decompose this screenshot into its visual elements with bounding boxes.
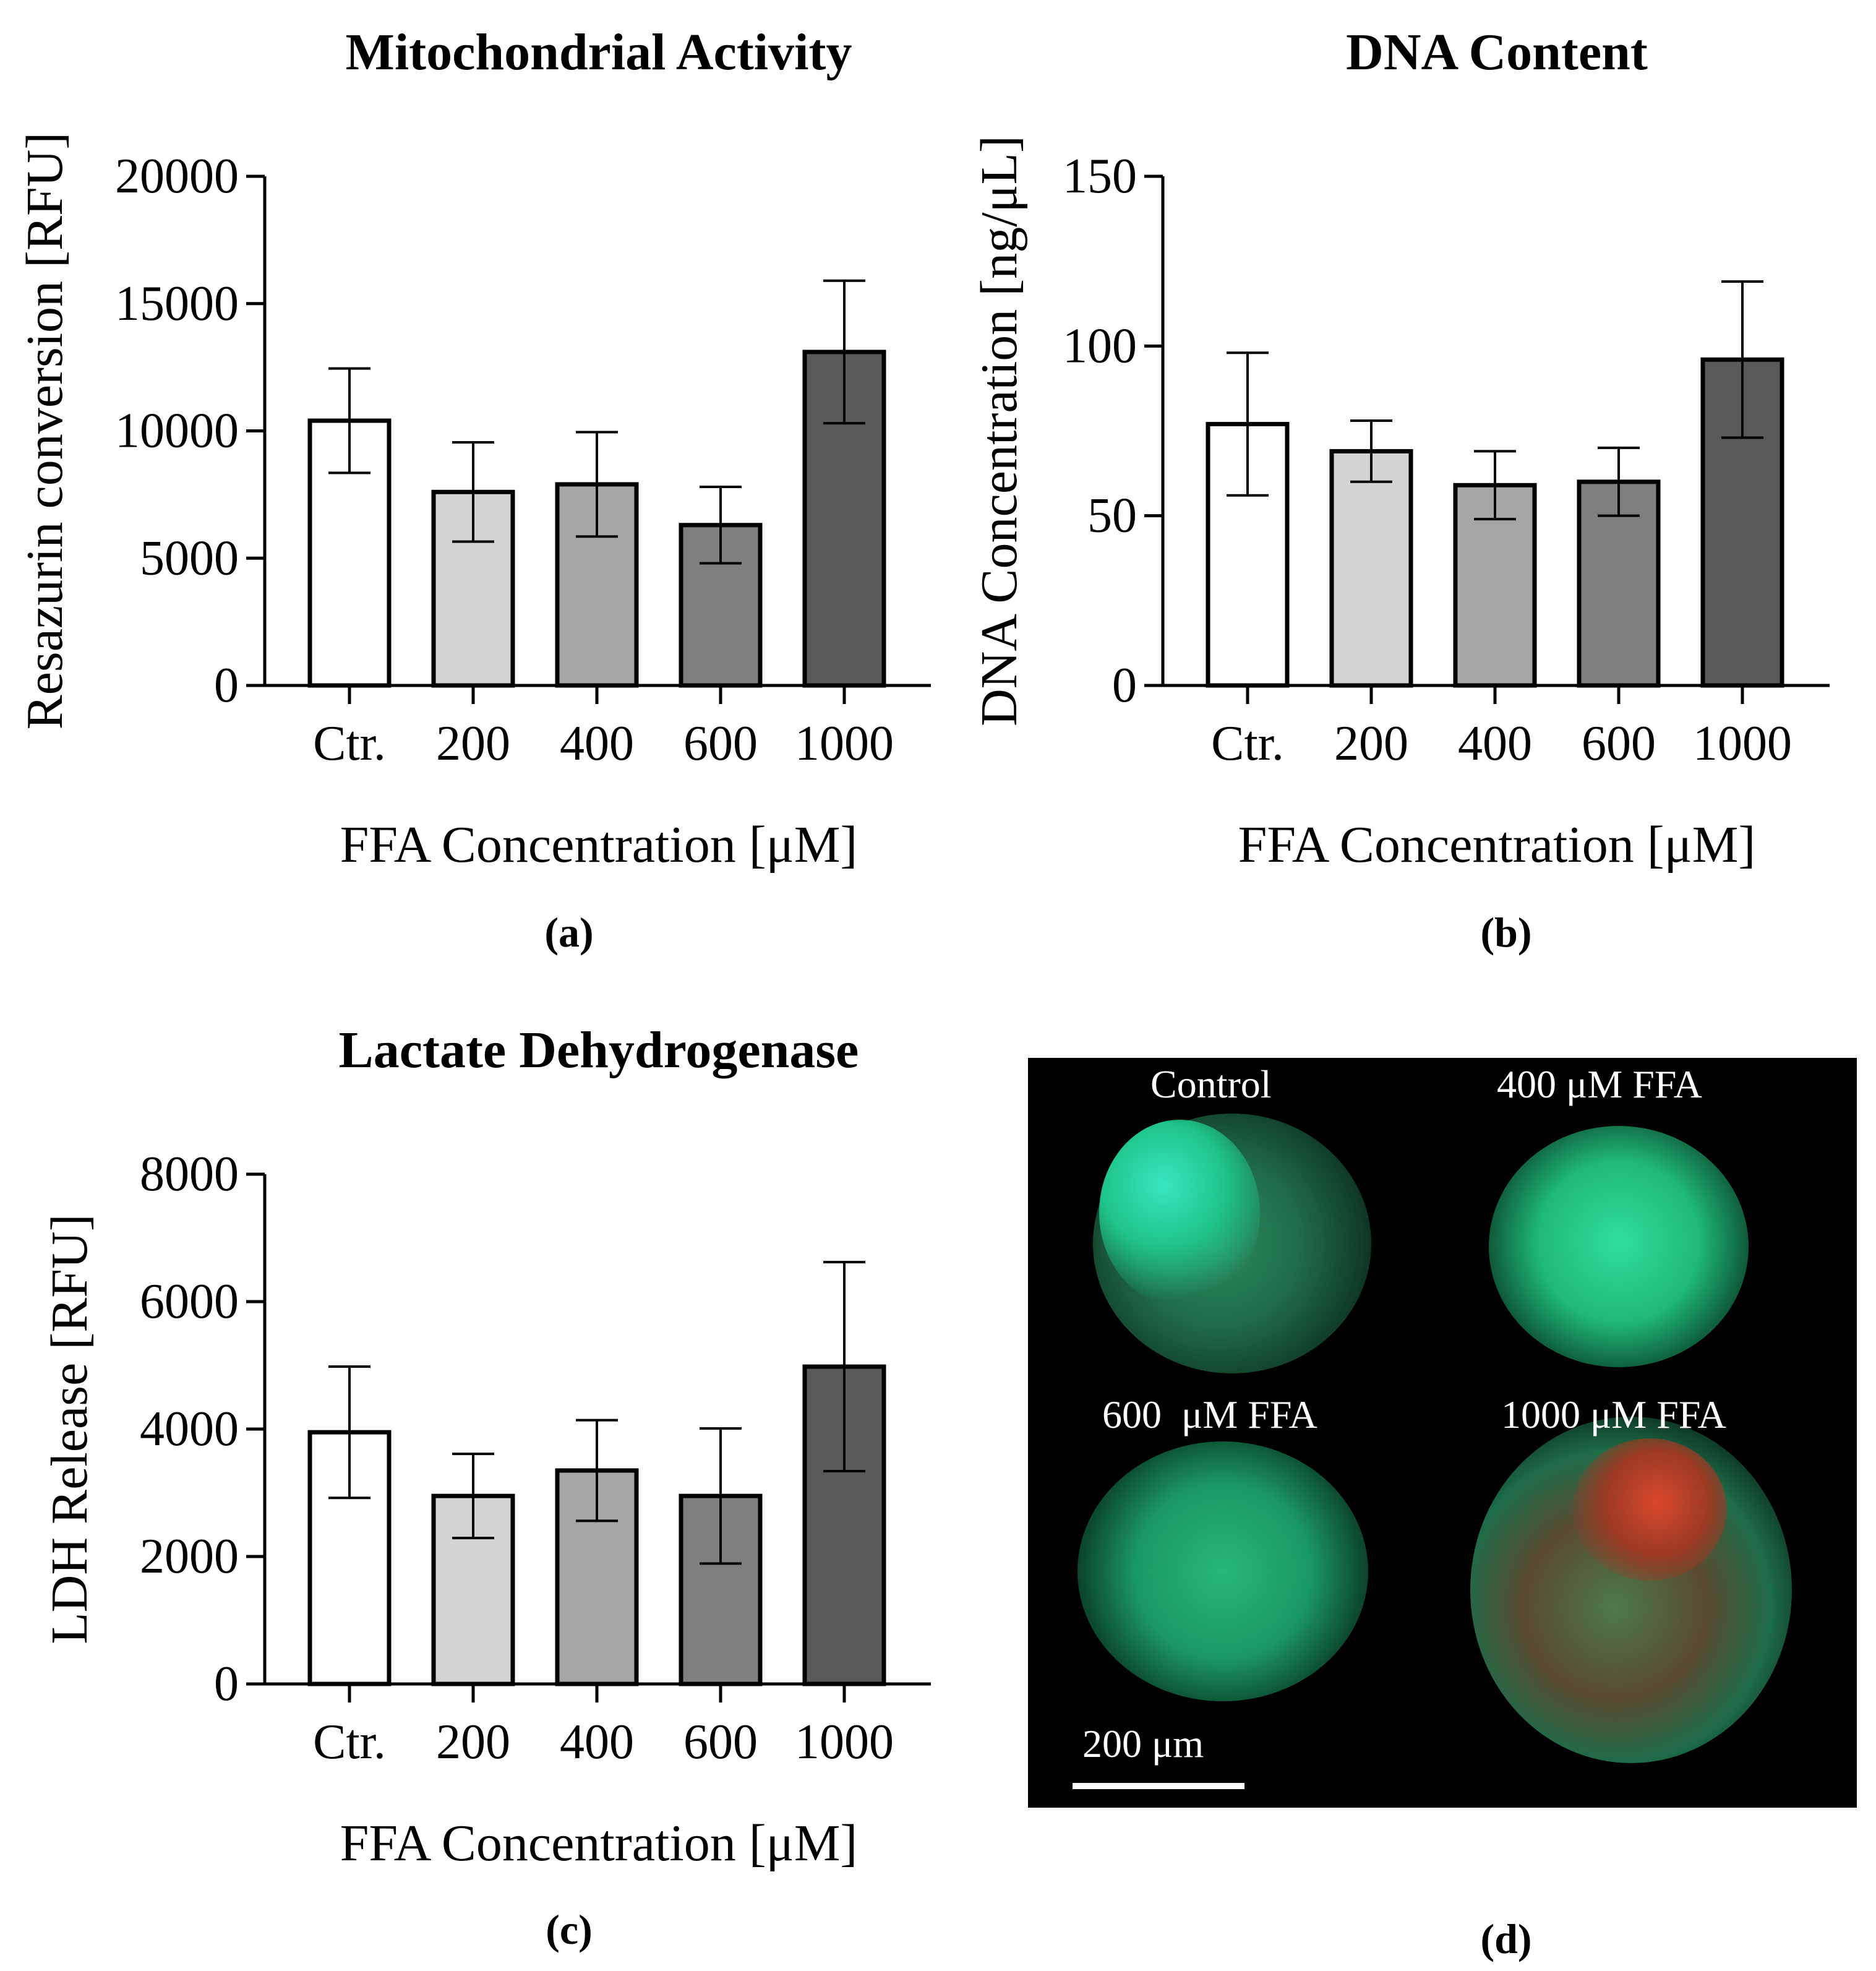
y-tick-label-6000: 6000 bbox=[140, 1274, 239, 1329]
y-axis-label: Resazurin conversion [RFU] bbox=[16, 132, 74, 730]
spheroid-400 bbox=[1489, 1126, 1749, 1367]
chart-title: Mitochondrial Activity bbox=[346, 24, 852, 81]
x-tick-label-Ctr.: Ctr. bbox=[1211, 716, 1284, 771]
y-tick-label-150: 150 bbox=[1063, 149, 1137, 204]
y-axis-label: DNA Concentration [ng/μL] bbox=[970, 135, 1028, 726]
y-axis-label: LDH Release [RFU] bbox=[41, 1214, 98, 1644]
panel-tag-a: (a) bbox=[544, 909, 593, 956]
x-tick-label-200: 200 bbox=[436, 1715, 510, 1769]
scale-bar-label: 200 μm bbox=[1082, 1722, 1204, 1766]
x-tick-label-1000: 1000 bbox=[795, 1715, 894, 1769]
x-tick-label-400: 400 bbox=[560, 1715, 634, 1769]
chart-c: Lactate Dehydrogenase Ctr. 200 400 600 1000 0 2… bbox=[41, 1021, 931, 1953]
label-400-ffa: 400 μM FFA bbox=[1497, 1062, 1702, 1106]
label-control: Control bbox=[1150, 1062, 1272, 1106]
y-tick-label-10000: 10000 bbox=[115, 404, 239, 458]
panel-tag-c: (c) bbox=[546, 1906, 592, 1953]
x-tick-label-Ctr.: Ctr. bbox=[313, 716, 386, 771]
x-tick-label-400: 400 bbox=[1458, 716, 1532, 771]
y-tick-label-8000: 8000 bbox=[140, 1147, 239, 1201]
y-tick-label-0: 0 bbox=[214, 1657, 239, 1711]
bar-200 bbox=[1329, 449, 1413, 688]
x-axis-label: FFA Concentration [μM] bbox=[340, 816, 858, 874]
y-tick-label-0: 0 bbox=[214, 658, 239, 713]
x-axis-label: FFA Concentration [μM] bbox=[340, 1814, 858, 1872]
panel-tag-b: (b) bbox=[1480, 909, 1531, 956]
y-tick-label-100: 100 bbox=[1063, 319, 1137, 373]
y-tick-label-15000: 15000 bbox=[115, 277, 239, 331]
microscopy-panel: Control 400 μM FFA 600 μM FFA 1000 μM FF… bbox=[1028, 1058, 1857, 1808]
x-tick-label-1000: 1000 bbox=[1693, 716, 1792, 771]
x-tick-label-1000: 1000 bbox=[795, 716, 894, 771]
x-tick-label-600: 600 bbox=[1582, 716, 1656, 771]
x-axis-label: FFA Concentration [μM] bbox=[1238, 816, 1756, 874]
y-tick-label-50: 50 bbox=[1087, 489, 1137, 543]
y-tick-label-0: 0 bbox=[1112, 658, 1137, 713]
label-1000-ffa: 1000 μM FFA bbox=[1501, 1393, 1726, 1436]
y-tick-label-5000: 5000 bbox=[140, 531, 239, 585]
spheroid-control-glow bbox=[1099, 1120, 1260, 1305]
y-tick-label-4000: 4000 bbox=[140, 1402, 239, 1456]
panel-tag-d: (d) bbox=[1480, 1915, 1532, 1962]
x-tick-label-600: 600 bbox=[683, 1715, 758, 1769]
label-600-ffa: 600 μM FFA bbox=[1102, 1393, 1317, 1436]
y-tick-label-2000: 2000 bbox=[140, 1529, 239, 1584]
y-tick-label-20000: 20000 bbox=[115, 149, 239, 204]
scale-bar bbox=[1073, 1783, 1244, 1789]
x-tick-label-Ctr.: Ctr. bbox=[313, 1715, 386, 1769]
spheroid-1000-red-region bbox=[1572, 1438, 1727, 1581]
x-tick-label-200: 200 bbox=[436, 716, 510, 771]
spheroid-600 bbox=[1077, 1441, 1368, 1701]
chart-b: DNA Content Ctr. 200 400 600 1000 0 50 100 150 FFA… bbox=[970, 24, 1830, 956]
x-tick-label-600: 600 bbox=[683, 716, 758, 771]
x-tick-label-200: 200 bbox=[1334, 716, 1408, 771]
chart-title: DNA Content bbox=[1346, 24, 1648, 81]
x-tick-label-400: 400 bbox=[560, 716, 634, 771]
chart-title: Lactate Dehydrogenase bbox=[339, 1021, 859, 1079]
